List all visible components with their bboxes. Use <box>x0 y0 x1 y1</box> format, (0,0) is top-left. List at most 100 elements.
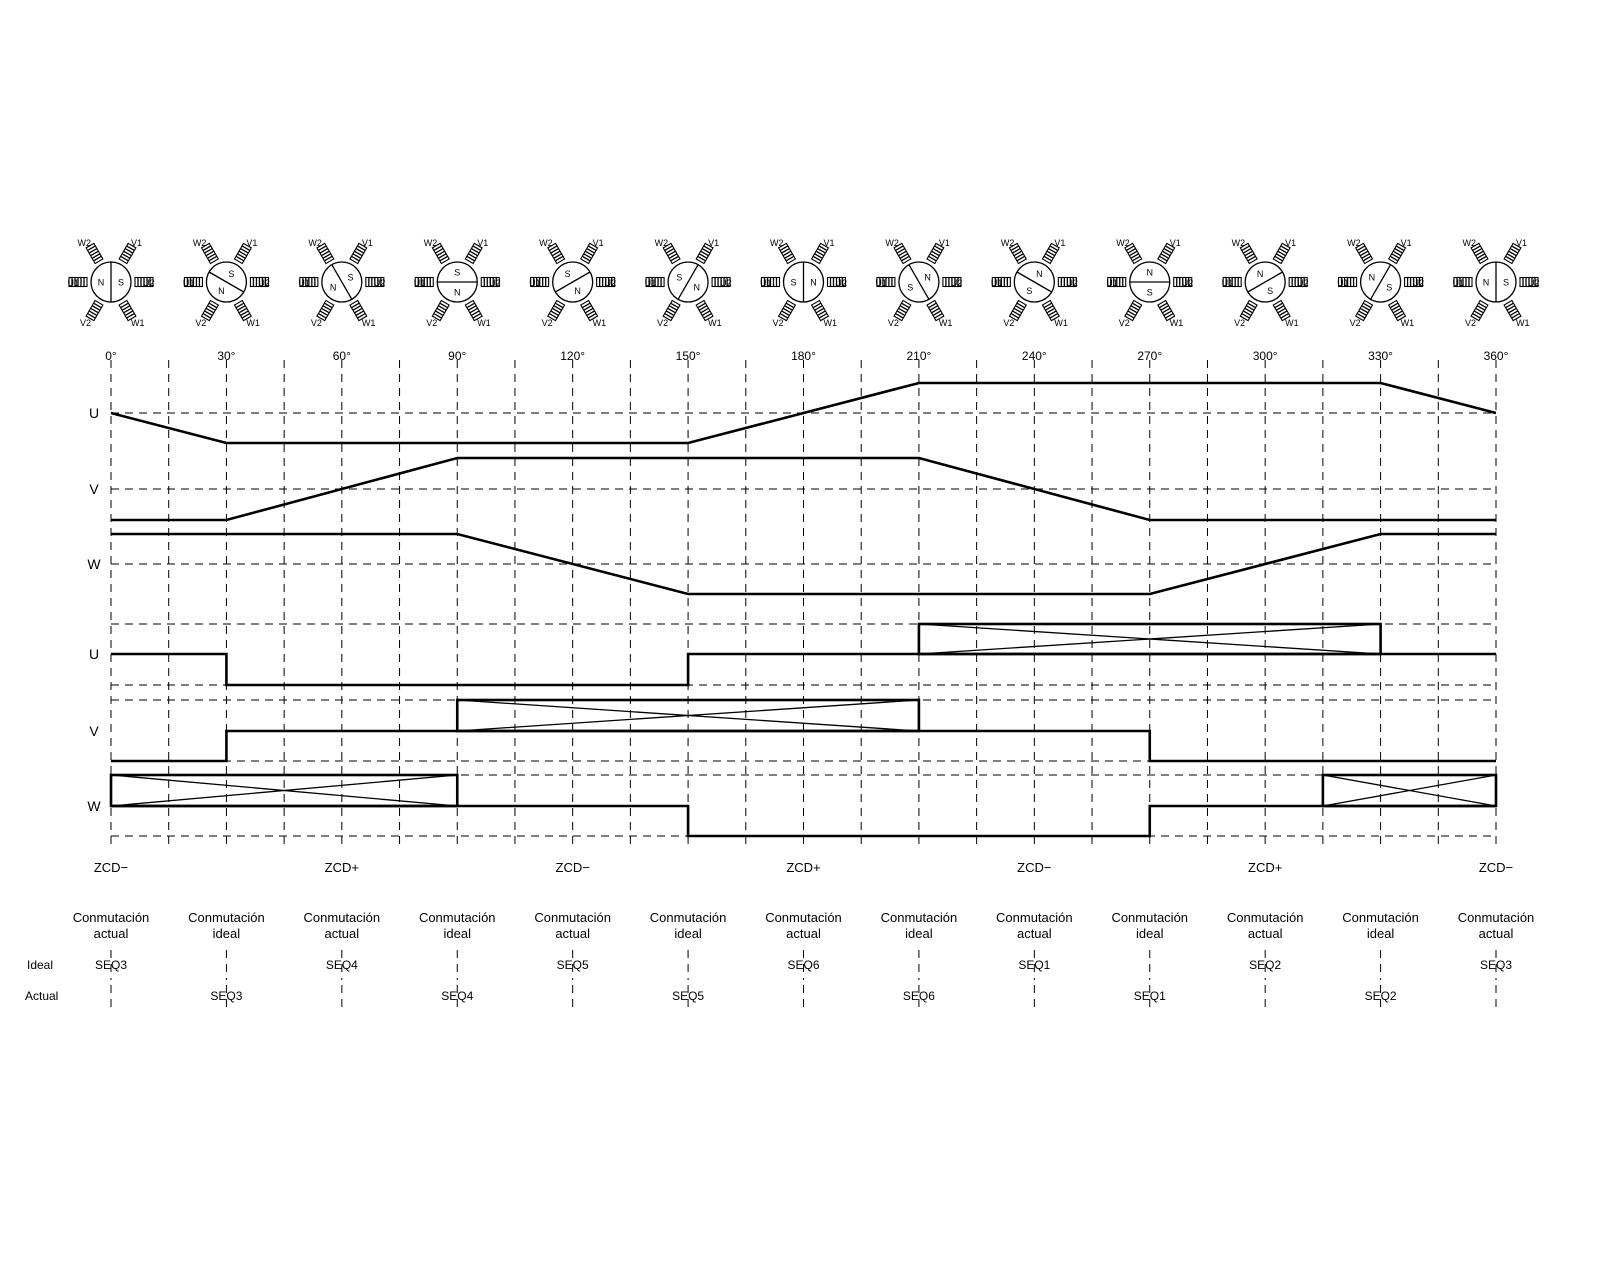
drive-phase-label: U <box>89 646 99 662</box>
coil-u2 <box>249 276 269 288</box>
coil-turn <box>698 305 708 311</box>
coil-turn <box>784 253 793 259</box>
coil-label: U1 <box>529 278 541 288</box>
angle-label: 240° <box>1022 349 1047 363</box>
coil-u1 <box>1107 276 1127 288</box>
coil-turn <box>931 250 940 257</box>
coil-turn <box>667 250 676 257</box>
commutation-type: ideal <box>905 926 933 941</box>
coil-label: W1 <box>1054 318 1068 328</box>
coil-turn <box>1478 255 1487 262</box>
south-pole-label: S <box>676 273 682 283</box>
coil-turn <box>468 305 477 311</box>
coil-v2 <box>1239 299 1258 322</box>
zcd-label: ZCD− <box>1017 860 1051 875</box>
coil-turn <box>554 255 564 262</box>
drive-phase-label: V <box>89 723 99 739</box>
coil-label: W2 <box>1116 238 1130 248</box>
zcd-label: ZCD− <box>556 860 590 875</box>
coil-turn <box>1048 248 1057 254</box>
coil-turn <box>667 307 676 314</box>
coil-w1 <box>1387 299 1407 322</box>
north-pole-label: N <box>218 286 225 296</box>
north-pole-label: N <box>1257 269 1264 279</box>
coil-turn <box>469 307 478 314</box>
coil-turn <box>664 245 673 252</box>
coil-turn <box>670 302 679 309</box>
coil-turn <box>1361 305 1370 311</box>
coil-turn <box>1359 307 1369 314</box>
coil-turn <box>472 312 481 319</box>
coil-label: V1 <box>246 238 257 248</box>
coil-turn <box>1389 255 1399 262</box>
coil-label: U1 <box>183 278 195 288</box>
coil-turn <box>1015 305 1024 311</box>
coil-turn <box>468 253 477 259</box>
coil-label: W1 <box>708 318 722 328</box>
coil-turn <box>237 253 246 259</box>
coil-turn <box>668 253 678 259</box>
coil-turn <box>240 248 249 254</box>
coil-turn <box>1506 305 1516 311</box>
coil-w2 <box>431 242 450 265</box>
coil-turn <box>1013 307 1023 314</box>
coil-turn <box>550 310 559 316</box>
ideal-seq-label: SEQ3 <box>95 958 127 972</box>
coil-u2 <box>711 276 731 288</box>
coil-label: U1 <box>67 278 79 288</box>
coil-turn <box>121 305 131 311</box>
north-pole-label: N <box>454 288 461 298</box>
south-pole-label: S <box>1026 286 1032 296</box>
commutation-type: actual <box>1248 926 1283 941</box>
coil-turn <box>898 307 907 314</box>
coil-u1 <box>183 276 203 288</box>
coil-turn <box>1478 302 1487 309</box>
commutation-label: Conmutación <box>1342 910 1419 925</box>
coil-label: U2 <box>374 278 386 288</box>
south-pole-label: S <box>454 268 460 278</box>
coil-w2 <box>316 242 335 265</box>
coil-w1 <box>464 299 483 322</box>
coil-label: V1 <box>1401 238 1412 248</box>
coil-w2 <box>1354 242 1374 265</box>
coil-turn <box>1505 302 1514 309</box>
coil-u1 <box>645 276 665 288</box>
coil-v1 <box>926 242 945 265</box>
north-pole-label: N <box>1036 269 1043 279</box>
coil-turn <box>551 250 561 257</box>
coil-turn <box>1395 312 1405 319</box>
coil-turn <box>205 250 215 257</box>
coil-w2 <box>85 242 104 265</box>
commutation-label: Conmutación <box>650 910 727 925</box>
drive-state-line <box>111 652 1496 687</box>
coil-turn <box>1280 312 1289 319</box>
coil-turn <box>929 305 939 311</box>
coil-label: W2 <box>1347 238 1361 248</box>
coil-u2 <box>826 276 847 288</box>
coil-turn <box>90 250 99 257</box>
coil-turn <box>670 255 679 262</box>
coil-turn <box>208 255 218 262</box>
coil-turn <box>121 253 131 259</box>
coil-turn <box>1126 245 1135 252</box>
emf-phase-label: V <box>89 481 99 497</box>
coil-turn <box>812 302 822 309</box>
coil-turn <box>698 253 708 259</box>
coil-turn <box>1130 253 1139 259</box>
commutation-label: Conmutación <box>996 910 1073 925</box>
coil-turn <box>1045 305 1054 311</box>
coil-turn <box>1049 245 1059 252</box>
coil-w2 <box>1239 242 1258 265</box>
coil-label: W1 <box>477 318 491 328</box>
coil-turn <box>553 253 562 259</box>
coil-w1 <box>1272 299 1291 322</box>
coil-turn <box>932 310 942 316</box>
drive-state-u <box>111 622 1496 687</box>
coil-turn <box>235 255 245 262</box>
ideal-seq-label: SEQ2 <box>1249 958 1281 972</box>
coil-turn <box>1159 255 1168 262</box>
coil-turn <box>1506 253 1516 259</box>
coil-label: U2 <box>1182 278 1194 288</box>
coil-w1 <box>118 299 137 322</box>
coil-label: W1 <box>1170 318 1184 328</box>
